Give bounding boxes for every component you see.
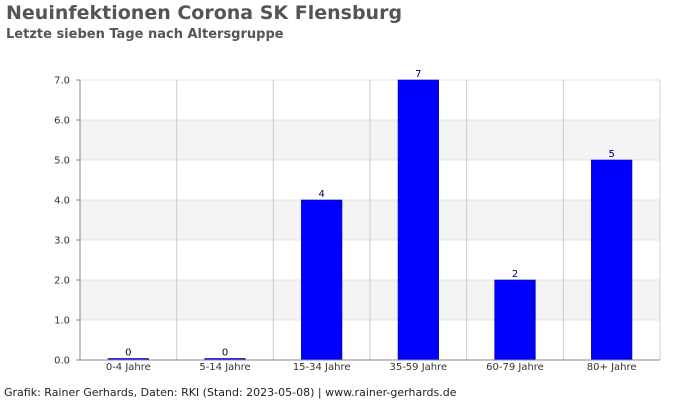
source-footer: Grafik: Rainer Gerhards, Daten: RKI (Sta… xyxy=(4,386,457,399)
data-labels: 0 0 4 7 2 5 xyxy=(125,69,615,359)
y-tick-label: 2.0 xyxy=(54,276,70,287)
x-tick-label: 80+ Jahre xyxy=(587,362,637,373)
data-label: 0 xyxy=(222,348,228,359)
y-tick-label: 5.0 xyxy=(54,156,70,167)
chart-subtitle: Letzte sieben Tage nach Altersgruppe xyxy=(6,27,284,42)
bar-35-59-jahre xyxy=(397,79,439,361)
y-tick-label: 4.0 xyxy=(54,196,70,207)
chart-title: Neuinfektionen Corona SK Flensburg xyxy=(6,2,403,24)
x-tick-label: 35-59 Jahre xyxy=(389,362,447,373)
y-tick-label: 7.0 xyxy=(54,76,70,87)
data-label: 4 xyxy=(318,189,324,200)
y-tick-label: 0.0 xyxy=(54,356,70,367)
data-label: 7 xyxy=(415,69,421,80)
bar-80-jahre xyxy=(591,159,633,361)
x-tick-label: 60-79 Jahre xyxy=(486,362,544,373)
bar-15-34-jahre xyxy=(301,199,343,361)
y-tick-label: 1.0 xyxy=(54,316,70,327)
bars xyxy=(107,79,633,361)
y-tick-label: 6.0 xyxy=(54,116,70,127)
data-label: 0 xyxy=(125,348,131,359)
x-tick-label: 15-34 Jahre xyxy=(293,362,351,373)
data-label: 5 xyxy=(608,149,614,160)
data-label: 2 xyxy=(512,269,518,280)
x-tick-label: 0-4 Jahre xyxy=(106,362,151,373)
x-tick-label: 5-14 Jahre xyxy=(199,362,250,373)
axes: 0.0 1.0 2.0 3.0 4.0 5.0 6.0 7.0 0-4 Jahre 5-14 Ja… xyxy=(54,76,660,373)
bar-60-79-jahre xyxy=(494,279,536,361)
y-tick-label: 3.0 xyxy=(54,236,70,247)
